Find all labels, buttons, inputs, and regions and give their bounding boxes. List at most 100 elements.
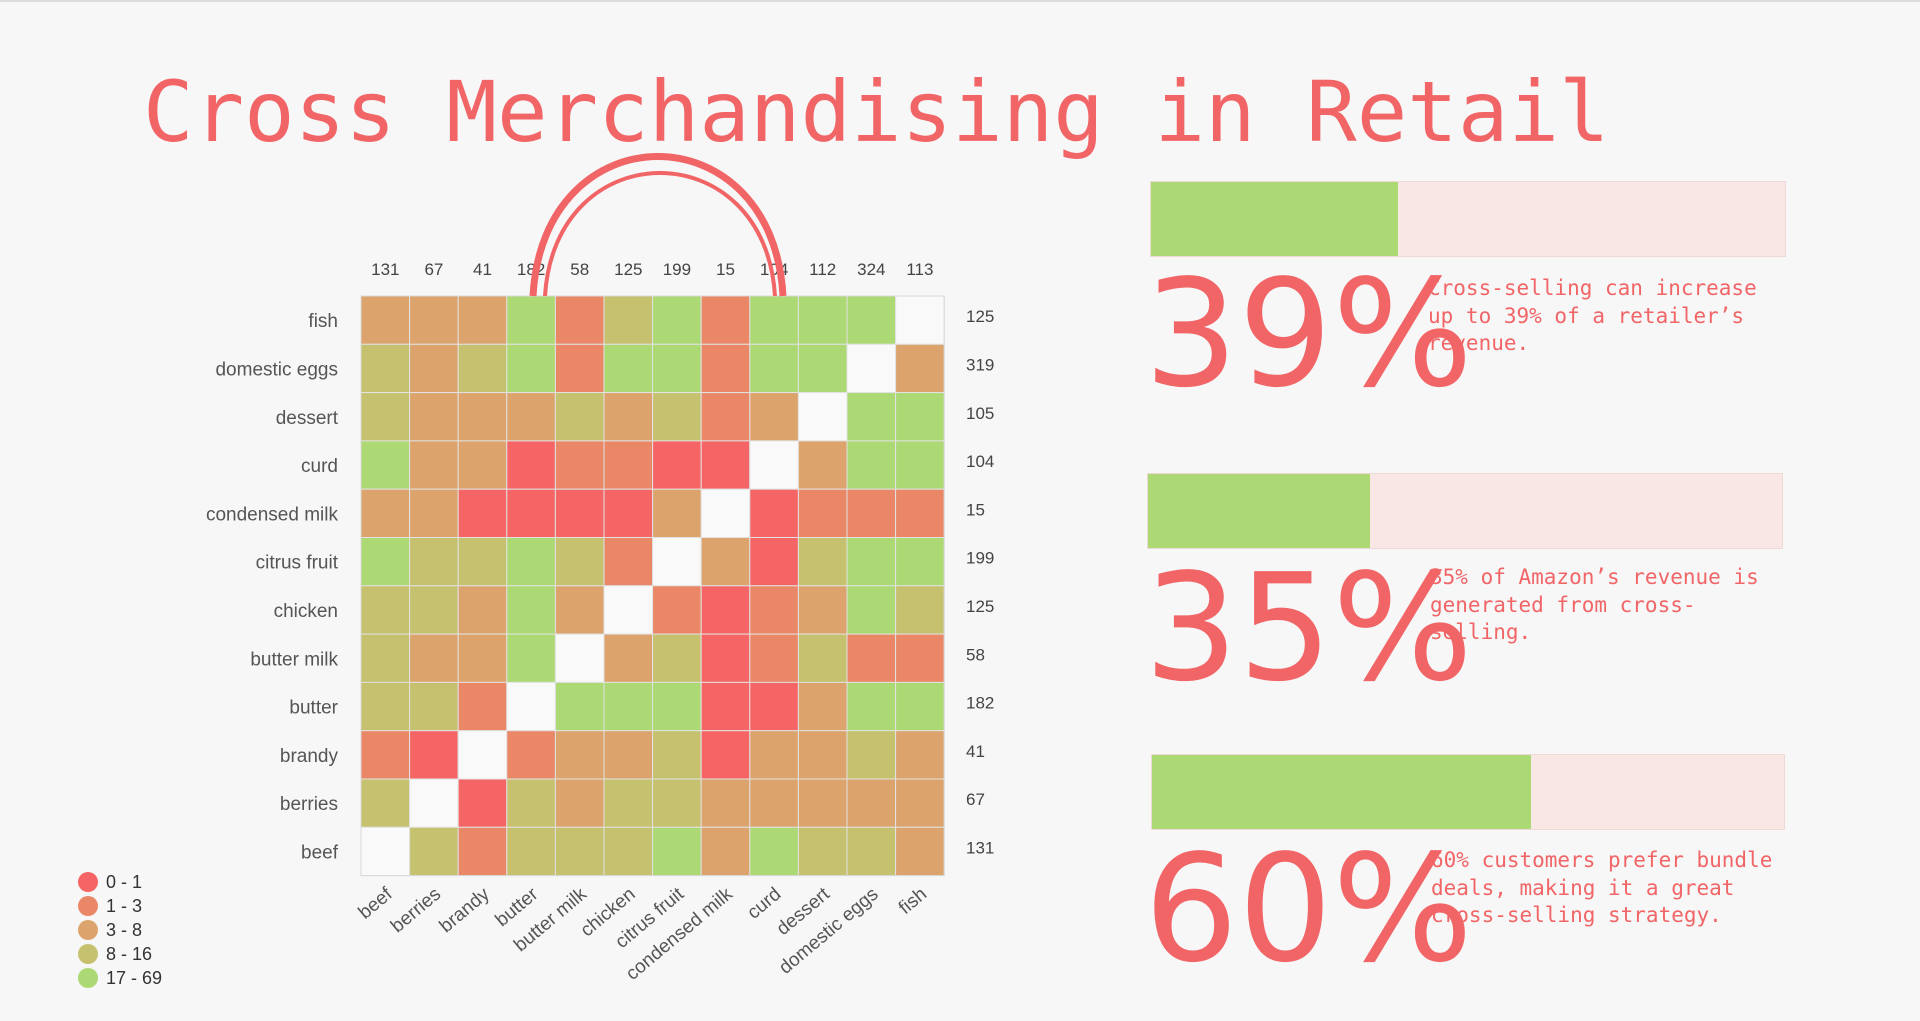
heatmap-cell-dessert-curd bbox=[749, 392, 799, 442]
heatmap-cell-butter-domestic-eggs bbox=[846, 681, 897, 732]
stat-3-value: 60% bbox=[1144, 823, 1473, 995]
legend-label: 0 - 1 bbox=[106, 872, 142, 892]
heatmap-cell-brandy-condensed-milk bbox=[700, 730, 751, 780]
heatmap-cell-citrus-fruit-beef bbox=[360, 537, 411, 587]
row-total: 58 bbox=[966, 645, 985, 664]
heatmap-cell-fish-butter bbox=[506, 295, 556, 345]
heatmap-cell-fish-domestic-eggs bbox=[846, 295, 897, 345]
heatmap-cell-berries-berries bbox=[409, 778, 459, 828]
column-label-brandy: brandy bbox=[436, 883, 494, 937]
heatmap-cell-berries-condensed-milk bbox=[700, 778, 751, 828]
heatmap-cell-brandy-brandy bbox=[457, 730, 508, 780]
heatmap-cell-chicken-beef bbox=[360, 585, 411, 635]
column-total: 199 bbox=[663, 260, 691, 279]
legend-swatch bbox=[78, 968, 98, 988]
heatmap-cell-dessert-beef bbox=[360, 392, 411, 442]
heatmap-cell-butter-condensed-milk bbox=[700, 681, 751, 732]
heatmap-cell-butter-beef bbox=[360, 681, 411, 732]
heatmap-cell-brandy-dessert bbox=[797, 730, 848, 780]
heatmap-cell-curd-butter-milk bbox=[554, 440, 605, 490]
heatmap-cell-butter-milk-condensed-milk bbox=[700, 633, 751, 683]
heatmap-cell-condensed-milk-beef bbox=[360, 488, 411, 539]
cross-merchandising-heatmap: fish domestic eggs dessert curd condensed mi… bbox=[78, 153, 994, 988]
heatmap-cell-condensed-milk-domestic-eggs bbox=[846, 488, 897, 539]
heatmap-cell-dessert-berries bbox=[409, 392, 459, 442]
heatmap-cell-curd-butter bbox=[506, 440, 556, 490]
heatmap-cell-citrus-fruit-butter bbox=[506, 537, 556, 587]
heatmap-cell-curd-citrus-fruit bbox=[652, 440, 702, 490]
heatmap-cell-domestic-eggs-curd bbox=[749, 343, 799, 394]
row-total: 104 bbox=[966, 452, 994, 471]
heatmap-cell-beef-berries bbox=[409, 826, 459, 877]
row-total: 105 bbox=[966, 404, 994, 423]
heatmap-cell-curd-domestic-eggs bbox=[846, 440, 897, 490]
heatmap-cell-butter-milk-butter bbox=[506, 633, 556, 683]
heatmap-cell-domestic-eggs-citrus-fruit bbox=[652, 343, 702, 394]
heatmap-cell-condensed-milk-chicken bbox=[603, 488, 654, 539]
heatmap-cell-fish-citrus-fruit bbox=[652, 295, 702, 345]
heatmap-cell-butter-milk-beef bbox=[360, 633, 411, 683]
row-total: 131 bbox=[966, 838, 994, 857]
heatmap-cell-berries-citrus-fruit bbox=[652, 778, 702, 828]
row-label-butter: butter bbox=[289, 698, 338, 719]
heatmap-cell-berries-dessert bbox=[797, 778, 848, 828]
heatmap-cell-berries-butter-milk bbox=[554, 778, 605, 828]
heatmap-cell-domestic-eggs-butter bbox=[506, 343, 556, 394]
heatmap-cell-condensed-milk-citrus-fruit bbox=[652, 488, 702, 539]
stat-2-description: 35% of Amazon’s revenue is generated fro… bbox=[1430, 565, 1759, 644]
heatmap-cell-berries-beef bbox=[360, 778, 411, 828]
heatmap-cell-curd-condensed-milk bbox=[700, 440, 751, 490]
heatmap-cell-dessert-brandy bbox=[457, 392, 508, 442]
heatmap-cell-fish-curd bbox=[749, 295, 799, 345]
heatmap-cell-brandy-butter bbox=[506, 730, 556, 780]
heatmap-cell-butter-milk-brandy bbox=[457, 633, 508, 683]
heatmap-cell-chicken-chicken bbox=[603, 585, 654, 635]
heatmap-cell-condensed-milk-brandy bbox=[457, 488, 508, 539]
heatmap-cell-citrus-fruit-butter-milk bbox=[554, 537, 605, 587]
heatmap-cell-condensed-milk-dessert bbox=[797, 488, 848, 539]
page-title: Cross Merchandising in Retail bbox=[143, 63, 1610, 161]
legend-swatch bbox=[78, 872, 98, 892]
heatmap-cell-beef-butter-milk bbox=[554, 826, 605, 877]
row-label-citrus-fruit: citrus fruit bbox=[256, 553, 339, 574]
column-total: 131 bbox=[371, 260, 399, 279]
heatmap-cell-brandy-fish bbox=[895, 730, 945, 780]
heatmap-cell-citrus-fruit-dessert bbox=[797, 537, 848, 587]
legend-label: 1 - 3 bbox=[106, 896, 142, 916]
column-total: 41 bbox=[473, 260, 492, 279]
heatmap-cell-dessert-chicken bbox=[603, 392, 654, 442]
heatmap-cell-butter-milk-dessert bbox=[797, 633, 848, 683]
legend-label: 17 - 69 bbox=[106, 968, 162, 988]
heatmap-cell-domestic-eggs-butter-milk bbox=[554, 343, 605, 394]
heatmap-cell-curd-curd bbox=[749, 440, 799, 490]
heatmap-cell-chicken-fish bbox=[895, 585, 945, 635]
stat-card-2: 35% 35% of Amazon’s revenue is generated… bbox=[1144, 473, 1783, 713]
heatmap-cell-berries-curd bbox=[749, 778, 799, 828]
heatmap-cell-citrus-fruit-brandy bbox=[457, 537, 508, 587]
heatmap-cell-condensed-milk-berries bbox=[409, 488, 459, 539]
row-label-domestic-eggs: domestic eggs bbox=[215, 359, 338, 380]
stat-3-description: 60% customers prefer bundle deals, makin… bbox=[1431, 848, 1773, 927]
heatmap-cell-condensed-milk-butter bbox=[506, 488, 556, 539]
heatmap-cell-brandy-curd bbox=[749, 730, 799, 780]
heatmap-cell-chicken-condensed-milk bbox=[700, 585, 751, 635]
row-total: 15 bbox=[966, 500, 985, 519]
heatmap-cell-beef-brandy bbox=[457, 826, 508, 877]
heatmap-cell-beef-dessert bbox=[797, 826, 848, 877]
column-total: 67 bbox=[424, 260, 443, 279]
heatmap-cell-domestic-eggs-fish bbox=[895, 343, 945, 394]
heatmap-cell-butter-butter-milk bbox=[554, 681, 605, 732]
heatmap-cell-chicken-curd bbox=[749, 585, 799, 635]
heatmap-cell-condensed-milk-curd bbox=[749, 488, 799, 539]
heatmap-cell-brandy-domestic-eggs bbox=[846, 730, 897, 780]
heatmap-cells bbox=[360, 295, 945, 877]
row-label-beef: beef bbox=[301, 842, 339, 863]
heatmap-cell-domestic-eggs-beef bbox=[360, 343, 411, 394]
heatmap-cell-citrus-fruit-chicken bbox=[603, 537, 654, 587]
legend-swatch bbox=[78, 920, 98, 940]
heatmap-cell-fish-condensed-milk bbox=[700, 295, 751, 345]
row-total: 125 bbox=[966, 307, 994, 326]
column-total: 182 bbox=[517, 260, 545, 279]
heatmap-cell-butter-brandy bbox=[457, 681, 508, 732]
heatmap-cell-berries-butter bbox=[506, 778, 556, 828]
